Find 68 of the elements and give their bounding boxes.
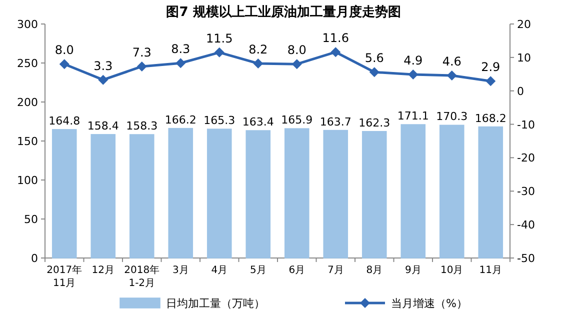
legend: 日均加工量（万吨） [120, 297, 265, 310]
data-label: 4.9 [404, 53, 423, 68]
data-label: 165.9 [281, 114, 313, 127]
y-tick-label: 150 [17, 135, 38, 148]
data-label: 162.3 [358, 116, 390, 130]
data-label: 163.4 [242, 116, 274, 129]
y2-tick-label: 20 [517, 18, 531, 31]
data-label: 158.4 [87, 119, 119, 132]
point [486, 76, 496, 86]
data-label: 171.1 [397, 110, 429, 123]
point [176, 58, 186, 68]
data-label: 8.3 [171, 42, 190, 56]
data-label: 170.3 [436, 110, 468, 124]
data-label: 11.6 [322, 31, 349, 46]
xtick: 4月 [211, 265, 228, 276]
xtick: 2018年 1-2月 [124, 265, 160, 289]
point [330, 47, 341, 58]
point [408, 69, 418, 80]
chart-title: 图7 规模以上工业原油加工量月度走势图 [166, 4, 401, 20]
y-tick-label: 250 [17, 57, 38, 70]
y-tick-label: 200 [17, 96, 38, 109]
data-label: 5.6 [364, 51, 384, 66]
point [136, 61, 147, 72]
data-label: 3.3 [94, 58, 113, 73]
point [446, 70, 457, 80]
y2-tick-label: -40 [517, 218, 535, 232]
y2-tick-label: -10 [517, 118, 535, 132]
point [59, 59, 70, 70]
point [214, 47, 224, 58]
y-tick-label: 300 [17, 18, 38, 31]
point [369, 67, 380, 78]
y2-tick-label: -30 [517, 185, 535, 198]
y-tick-label: 100 [17, 174, 38, 187]
data-label: 11.5 [206, 31, 233, 46]
data-label: 4.6 [442, 54, 462, 68]
data-label: 164.8 [48, 114, 80, 128]
y-tick-label: 0 [31, 252, 38, 265]
point [98, 74, 108, 85]
xtick: 8月 [366, 265, 383, 276]
xtick: 5月 [250, 265, 266, 276]
point [253, 58, 264, 68]
data-label: 2.9 [481, 60, 500, 74]
xtick: 9月 [404, 265, 422, 276]
y-tick-label: 50 [24, 213, 38, 226]
y2-tick-label: -20 [517, 152, 535, 165]
data-label: 8.0 [54, 43, 74, 58]
legend-label: 当月增速（%） [391, 297, 468, 310]
xtick: 6月 [288, 265, 306, 276]
data-label: 8.2 [248, 42, 268, 56]
y2-tick-label: -50 [517, 252, 535, 265]
xtick: 10月 [440, 265, 464, 276]
data-label: 8.0 [287, 43, 306, 58]
data-label: 7.3 [132, 45, 152, 60]
data-label: 165.3 [204, 114, 236, 128]
xtick: 11月 [479, 265, 502, 276]
legend: 当月增速（%） [345, 297, 468, 310]
legend-label: 日均加工量（万吨） [166, 297, 265, 310]
data-label: 168.2 [474, 112, 506, 125]
xtick: 7月 [327, 265, 344, 276]
y2-tick-label: 0 [517, 84, 524, 98]
xtick: 2017年 11月 [46, 265, 82, 289]
xtick: 3月 [172, 265, 189, 276]
xtick: 12月 [92, 265, 114, 276]
data-label: 163.7 [320, 115, 352, 128]
data-label: 166.2 [164, 113, 196, 126]
y2-tick-label: 10 [517, 51, 531, 64]
data-label: 158.3 [126, 120, 158, 133]
point [292, 59, 302, 70]
